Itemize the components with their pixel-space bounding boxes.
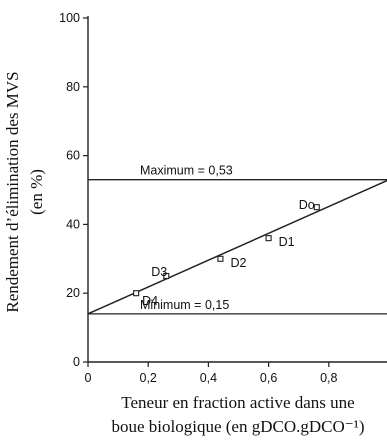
data-point — [265, 235, 272, 242]
y-axis-title-line: Rendement d’élimination des MVS — [3, 71, 22, 312]
trend-line — [87, 179, 387, 315]
y-tick-label: 20 — [66, 286, 80, 300]
data-point-label: D4 — [142, 294, 158, 308]
data-point-label: D1 — [279, 235, 295, 249]
x-axis-title-line: Teneur en fraction active dans une — [121, 393, 354, 412]
x-tick-label: 0,2 — [140, 371, 157, 385]
reference-line-label: Maximum = 0,53 — [140, 164, 233, 178]
data-point — [163, 272, 170, 280]
x-axis-title-line: boue biologique (en gDCO.gDCO⁻¹) — [112, 417, 365, 436]
x-axis-title: Teneur en fraction active dans une boue b… — [112, 393, 365, 436]
reference-line-label: Minimum = 0,15 — [140, 298, 229, 312]
y-axis-title-line: (en %) — [27, 169, 46, 215]
data-point-label: Do — [299, 198, 315, 212]
x-tick-label: 0,4 — [200, 371, 217, 385]
data-point-label: D3 — [151, 265, 167, 279]
data-point — [313, 204, 320, 211]
data-point-label: D2 — [230, 256, 246, 270]
plot-area: 0 20 40 60 80 100 0 0,2 0,4 0,6 0,8 Maximum = 0,53 M… — [59, 11, 387, 385]
y-tick-label: 100 — [59, 11, 80, 25]
y-tick-label: 60 — [66, 149, 80, 163]
y-axis-title: Rendement d’élimination des MVS (en %) — [3, 71, 46, 312]
x-tick-label: 0,8 — [320, 371, 337, 385]
y-tick-label: 0 — [73, 355, 80, 369]
x-tick-label: 0,6 — [260, 371, 277, 385]
data-point — [133, 290, 140, 297]
y-tick-label: 80 — [66, 80, 80, 94]
x-tick-label: 0 — [85, 371, 92, 385]
y-tick-label: 40 — [66, 217, 80, 231]
data-point — [217, 255, 224, 262]
